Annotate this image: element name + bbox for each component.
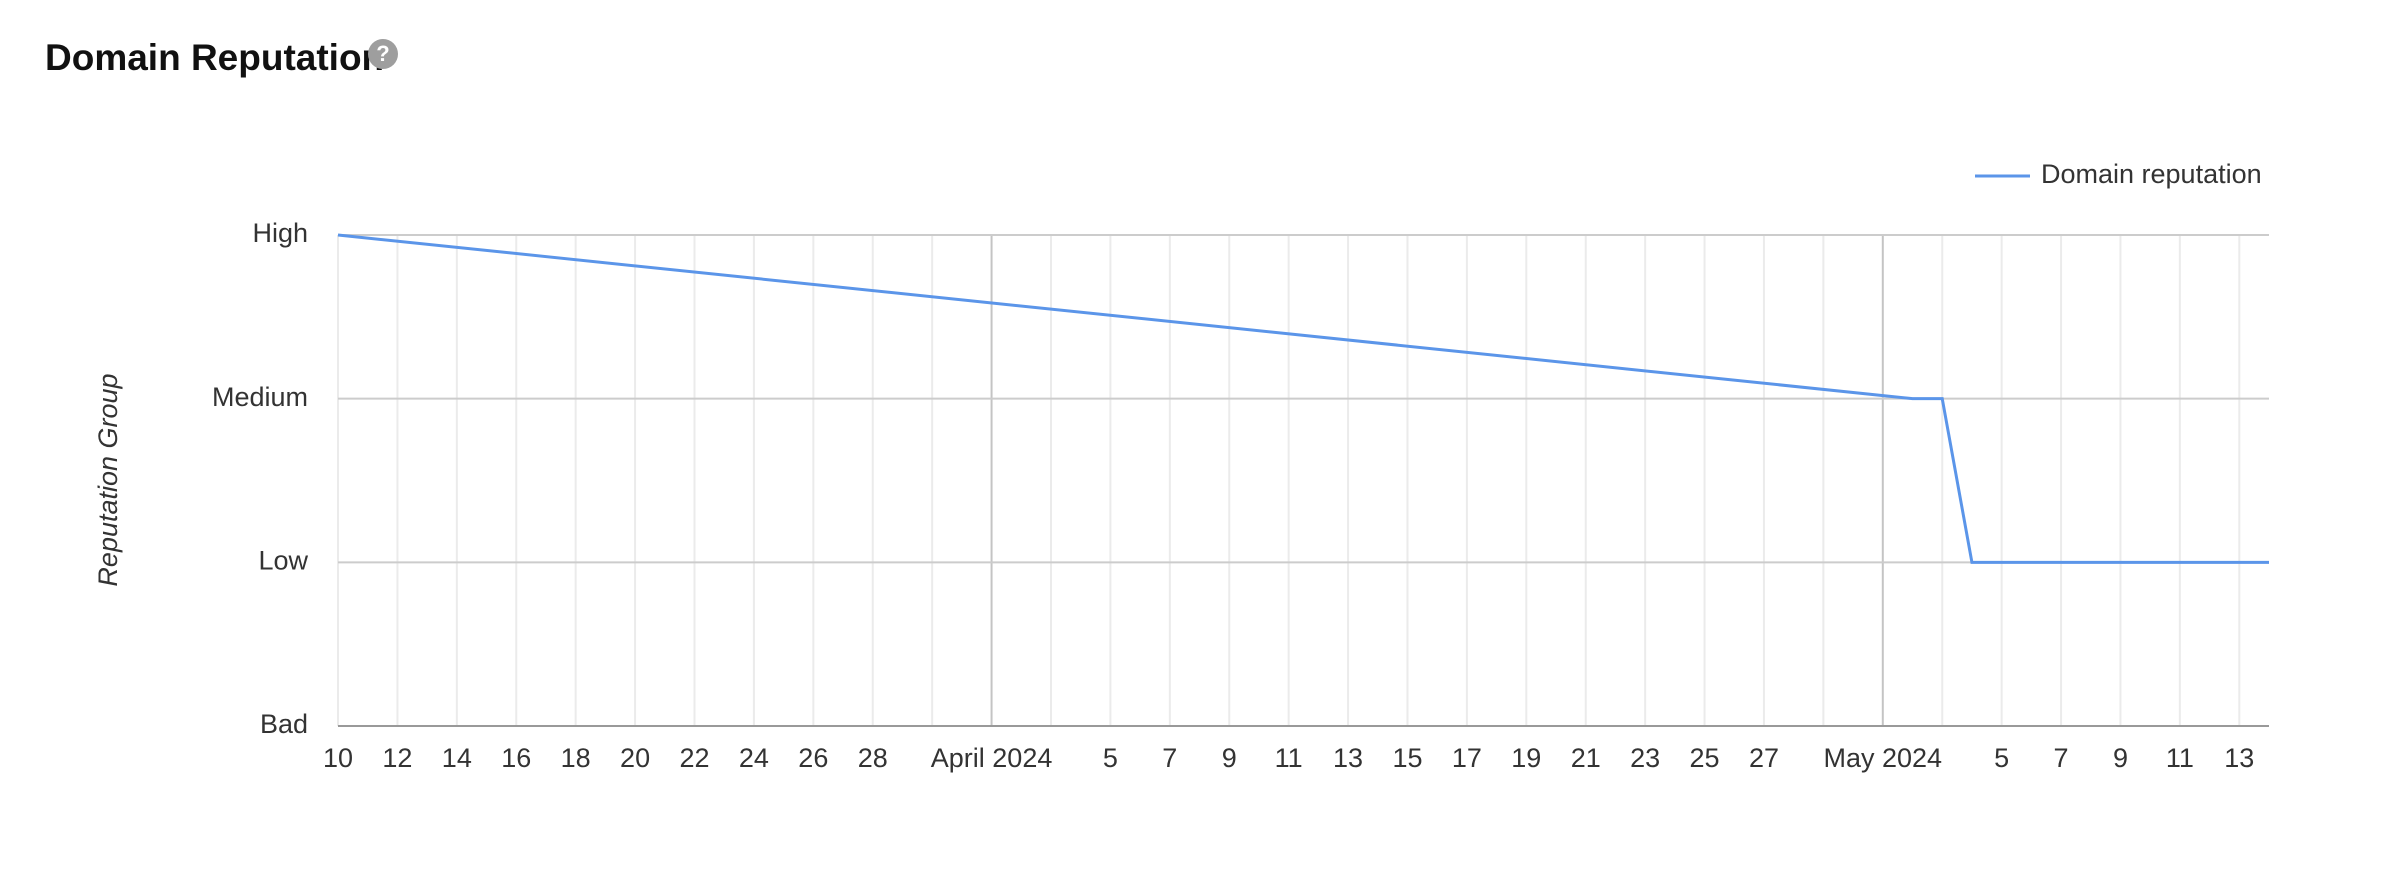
x-tick-label: 28 (858, 743, 888, 773)
x-tick-label: 5 (1103, 743, 1118, 773)
x-tick-label: 25 (1690, 743, 1720, 773)
x-tick-label: 15 (1392, 743, 1422, 773)
y-tick-label: Bad (260, 709, 308, 739)
help-glyph: ? (376, 41, 389, 66)
help-icon[interactable]: ? (368, 39, 398, 69)
x-tick-label: 24 (739, 743, 769, 773)
x-tick-label: 9 (1222, 743, 1237, 773)
x-tick-label: 27 (1749, 743, 1779, 773)
x-tick-label: 23 (1630, 743, 1660, 773)
x-tick-label: 5 (1994, 743, 2009, 773)
x-tick-label: 11 (2166, 743, 2194, 773)
x-tick-label: 9 (2113, 743, 2128, 773)
x-tick-label: 7 (1162, 743, 1177, 773)
x-tick-label: 19 (1511, 743, 1541, 773)
legend-label: Domain reputation (2041, 159, 2262, 189)
chart-title: Domain Reputation (45, 37, 384, 78)
x-tick-label: 12 (382, 743, 412, 773)
x-tick-label: 10 (323, 743, 353, 773)
x-tick-label: May 2024 (1824, 743, 1943, 773)
x-tick-label: 20 (620, 743, 650, 773)
x-tick-label: 21 (1571, 743, 1601, 773)
x-tick-label: 16 (501, 743, 531, 773)
x-tick-label: 26 (798, 743, 828, 773)
x-tick-label: 11 (1275, 743, 1303, 773)
x-tick-label: 7 (2054, 743, 2069, 773)
help-circle (368, 39, 398, 69)
y-tick-label: Medium (212, 382, 308, 412)
x-tick-label: 17 (1452, 743, 1482, 773)
y-tick-label: Low (258, 545, 308, 575)
x-tick-label: 14 (442, 743, 472, 773)
y-tick-label: High (252, 218, 308, 248)
x-tick-label: 13 (1333, 743, 1363, 773)
y-axis-label: Reputation Group (93, 373, 123, 586)
x-tick-label: 22 (679, 743, 709, 773)
x-tick-label: 13 (2224, 743, 2254, 773)
x-tick-label: 18 (561, 743, 591, 773)
x-tick-label: April 2024 (931, 743, 1053, 773)
series-line (337, 233, 2269, 564)
